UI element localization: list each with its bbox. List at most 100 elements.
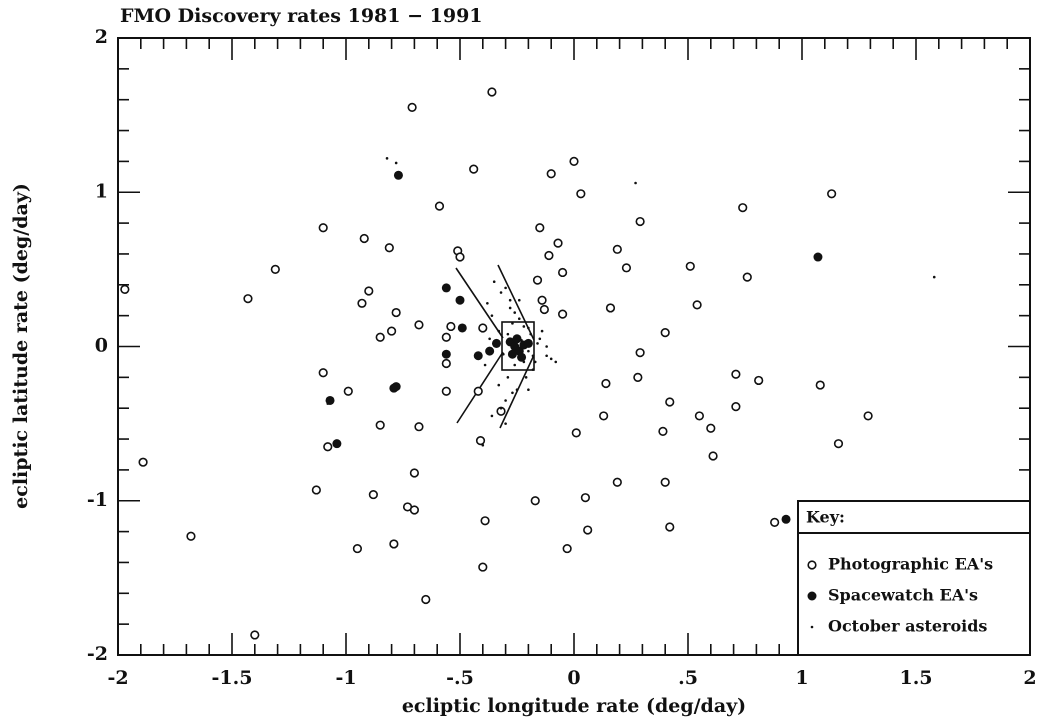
point [527, 388, 530, 391]
legend-box [797, 500, 1031, 656]
point [186, 531, 196, 541]
point [781, 514, 791, 524]
point [409, 505, 420, 515]
point [827, 189, 837, 199]
point [504, 286, 507, 290]
point [394, 161, 398, 165]
point [658, 426, 668, 436]
point [635, 348, 645, 358]
legend-label: October asteroids [828, 617, 987, 636]
point [441, 349, 451, 359]
point [532, 275, 543, 285]
point [391, 382, 401, 392]
legend-title: Key: [806, 508, 845, 527]
point [385, 157, 389, 160]
point [554, 360, 558, 364]
point [754, 375, 764, 386]
point [706, 423, 716, 433]
point [441, 358, 451, 369]
point [807, 560, 817, 570]
point [414, 422, 424, 432]
point [692, 300, 702, 310]
point [243, 294, 253, 304]
x-tick-label: 1.5 [899, 667, 932, 689]
point [318, 223, 328, 233]
point [473, 351, 483, 361]
point [407, 102, 417, 113]
point [660, 477, 670, 487]
point [311, 485, 321, 495]
x-axis-label: ecliptic longitude rate (deg/day) [402, 695, 746, 717]
point [481, 443, 485, 447]
point [483, 363, 487, 367]
point [507, 349, 517, 359]
wedge [455, 264, 535, 429]
point [446, 321, 456, 332]
point [375, 420, 385, 430]
point [495, 345, 498, 348]
point [506, 376, 510, 379]
point [531, 368, 535, 371]
point [599, 411, 609, 421]
point [270, 264, 280, 274]
point [491, 338, 501, 348]
point [576, 189, 586, 199]
point [475, 435, 486, 446]
y-axis-label: ecliptic latitude rate (deg/day) [10, 183, 32, 509]
point [478, 323, 488, 333]
point [421, 594, 431, 605]
legend-label: Photographic EA's [828, 555, 993, 574]
x-tick-label: 2 [1023, 667, 1036, 689]
x-tick-label: -1.5 [212, 667, 253, 689]
point [530, 496, 540, 506]
x-tick-label: -2 [107, 667, 128, 689]
point [508, 298, 512, 302]
x-tick-label: -.5 [446, 667, 474, 689]
point [529, 332, 532, 336]
point [478, 562, 488, 572]
point [409, 468, 420, 478]
point [544, 250, 554, 261]
point [502, 352, 505, 356]
point [364, 286, 374, 296]
chart-title: FMO Discovery rates 1981 − 1991 [120, 5, 483, 27]
point [545, 345, 548, 348]
point [352, 543, 363, 554]
point [455, 252, 465, 262]
point [326, 402, 330, 405]
point [538, 337, 542, 341]
point [522, 325, 526, 328]
point [694, 411, 705, 421]
point [323, 442, 333, 452]
y-tick-label: 2 [95, 26, 108, 48]
point [485, 346, 495, 356]
point [742, 272, 752, 282]
point [665, 397, 675, 407]
point [522, 360, 526, 364]
y-tick-label: -2 [87, 643, 108, 665]
point [531, 354, 535, 358]
point [513, 311, 517, 314]
point [833, 439, 844, 449]
point [601, 378, 611, 389]
point [621, 263, 632, 273]
point [414, 320, 424, 330]
point [332, 439, 342, 449]
point [810, 625, 814, 629]
point [665, 522, 675, 532]
point [490, 314, 494, 317]
point [513, 363, 517, 367]
point [480, 516, 490, 526]
point [457, 323, 467, 333]
point [738, 203, 748, 213]
point [813, 252, 823, 262]
point [469, 164, 479, 174]
point [138, 457, 148, 467]
point [434, 201, 445, 211]
point [535, 223, 545, 233]
point [487, 87, 497, 97]
point [517, 352, 527, 362]
point [441, 386, 451, 396]
point [441, 332, 451, 342]
point [488, 337, 491, 341]
